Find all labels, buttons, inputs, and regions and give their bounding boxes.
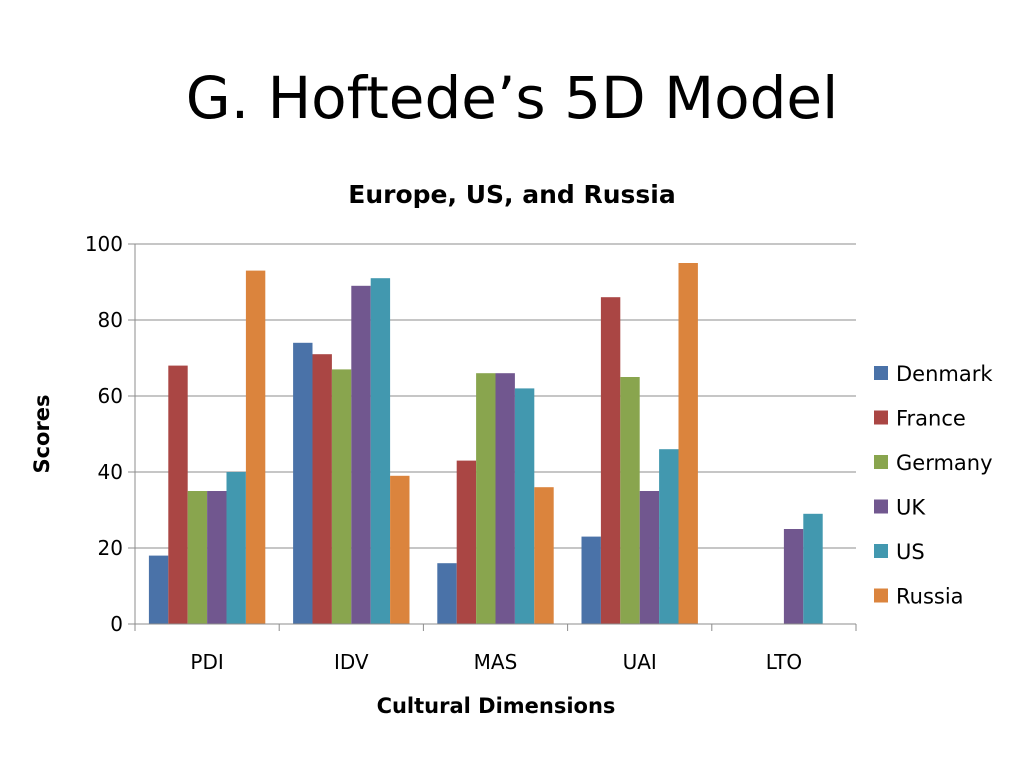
x-tick-labels: PDI IDV MAS UAI LTO [190, 650, 802, 674]
legend-swatch-france [874, 410, 888, 425]
bar-uk-uai [639, 491, 660, 624]
x-tick-label: LTO [766, 650, 802, 674]
y-tick-labels: 0 20 40 60 80 100 [85, 232, 123, 636]
bar-denmark-mas [437, 563, 457, 624]
y-tick-label: 40 [98, 460, 123, 484]
slide-title: G. Hoftede’s 5D Model [185, 64, 839, 132]
x-tick-label: IDV [334, 650, 369, 674]
y-tick-label: 80 [98, 308, 123, 332]
bar-us-idv [370, 278, 391, 624]
legend-swatch-germany [874, 455, 888, 469]
legend-label-germany: Germany [896, 451, 993, 475]
bar-uk-lto [783, 529, 804, 624]
bars [148, 263, 823, 624]
bar-uk-idv [351, 285, 371, 624]
bar-uk-mas [495, 373, 515, 624]
legend-swatch-denmark [874, 366, 888, 380]
bar-russia-mas [534, 487, 554, 624]
bar-france-mas [456, 460, 477, 624]
bar-france-pdi [168, 365, 188, 624]
y-tick-label: 100 [85, 232, 123, 256]
bar-russia-uai [678, 263, 698, 624]
legend-label-us: US [896, 540, 925, 564]
legend-label-uk: UK [896, 496, 926, 520]
bar-france-uai [600, 297, 621, 624]
bar-germany-idv [331, 369, 352, 624]
bar-denmark-uai [581, 536, 601, 624]
legend: Denmark France Germany UK US Russia [874, 362, 993, 609]
x-tick-label: UAI [623, 650, 657, 674]
x-tick-label: MAS [474, 650, 518, 674]
y-tick-label: 20 [98, 536, 123, 560]
bar-uk-pdi [207, 491, 227, 624]
bar-denmark-idv [293, 342, 313, 624]
bar-us-mas [514, 388, 535, 624]
bar-denmark-pdi [148, 555, 169, 624]
chart-title: Europe, US, and Russia [348, 180, 675, 209]
bar-russia-pdi [245, 270, 266, 624]
bar-germany-pdi [187, 491, 208, 624]
bar-us-lto [803, 513, 823, 624]
x-axis-title: Cultural Dimensions [377, 694, 616, 718]
bar-germany-uai [620, 377, 640, 624]
legend-label-france: France [896, 407, 966, 431]
y-axis-title: Scores [30, 394, 54, 473]
bar-russia-idv [390, 475, 410, 624]
y-tick-label: 60 [98, 384, 123, 408]
bar-us-uai [659, 449, 679, 624]
legend-label-russia: Russia [896, 585, 964, 609]
legend-swatch-uk [874, 499, 888, 514]
bar-germany-mas [476, 373, 496, 624]
bar-france-idv [312, 354, 332, 624]
x-tick-label: PDI [190, 650, 223, 674]
legend-swatch-russia [874, 588, 888, 603]
y-tick-label: 0 [110, 612, 123, 636]
bar-us-pdi [226, 472, 246, 624]
legend-swatch-us [874, 544, 888, 558]
axes [134, 244, 857, 631]
legend-label-denmark: Denmark [896, 362, 993, 386]
